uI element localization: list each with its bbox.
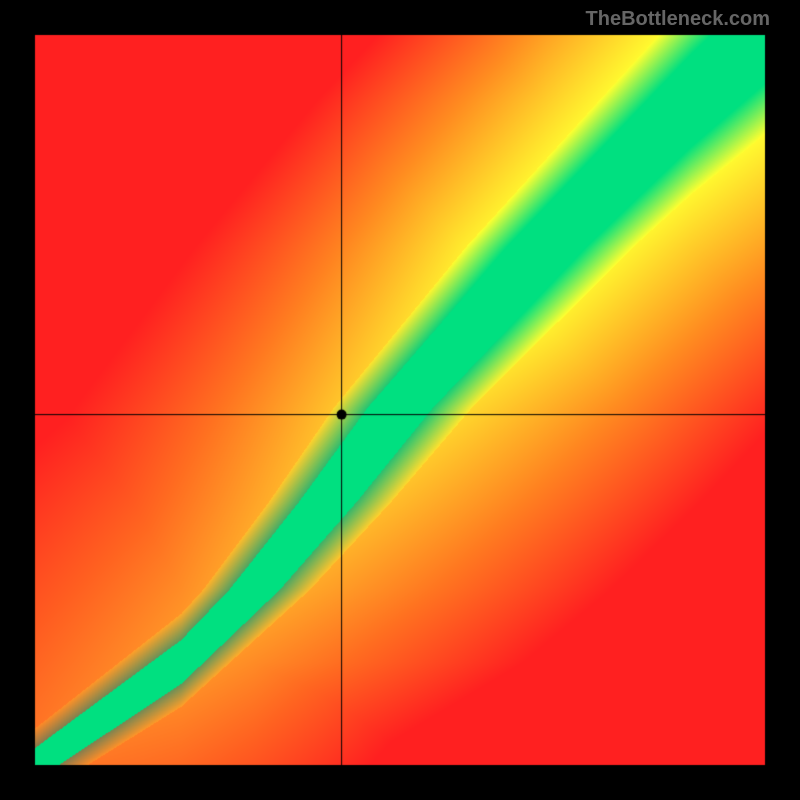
- bottleneck-heatmap: [0, 0, 800, 800]
- chart-container: { "type": "heatmap", "watermark": { "tex…: [0, 0, 800, 800]
- watermark-text: TheBottleneck.com: [586, 8, 770, 31]
